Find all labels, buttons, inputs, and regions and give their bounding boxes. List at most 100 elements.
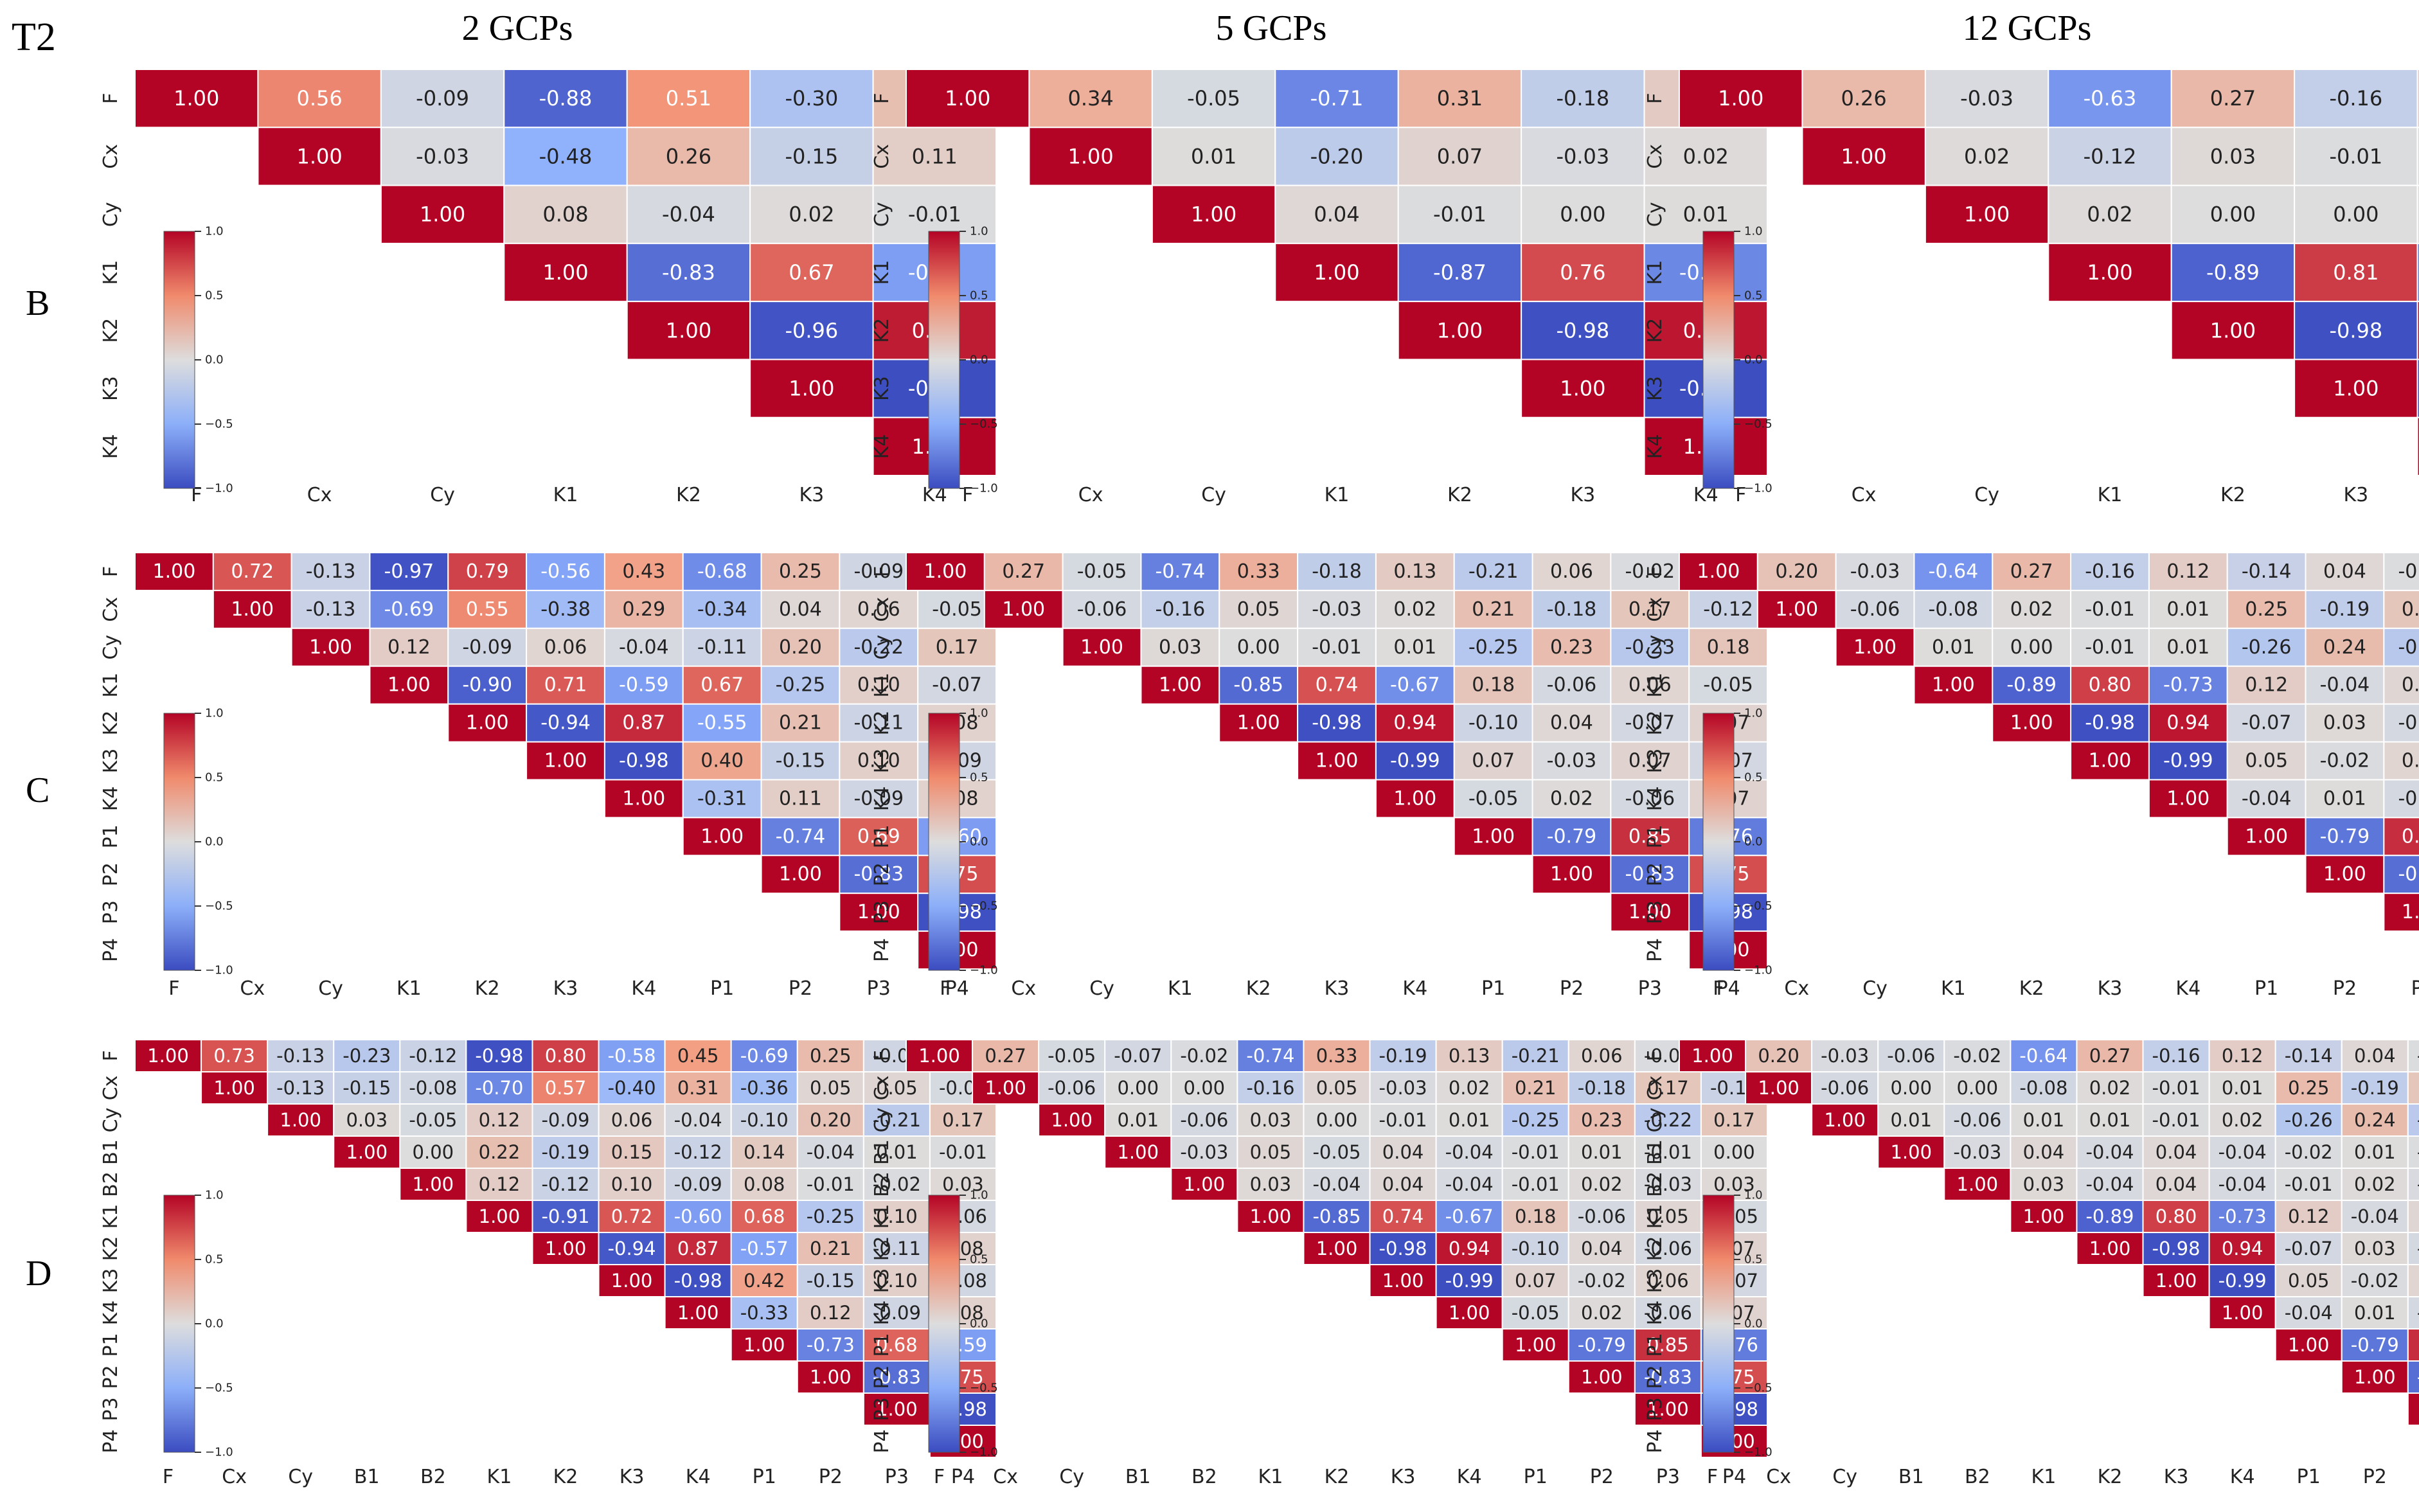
heatmap-cell: [1170, 1071, 1238, 1105]
x-tick-label: Cx: [1766, 1466, 1791, 1488]
y-tick-label: K3: [1644, 376, 1666, 401]
cell-value-label: -0.73: [2218, 1205, 2267, 1227]
x-tick-label: Cy: [1089, 977, 1114, 1000]
y-tick-label: K4: [1644, 1301, 1666, 1326]
cell-value-label: -0.07: [932, 674, 982, 697]
cell-value-label: -0.16: [2329, 86, 2382, 111]
cell-value-label: -0.31: [697, 787, 747, 810]
cell-value-label: 1.00: [701, 825, 744, 848]
heatmap-cell: [929, 1135, 997, 1169]
x-tick-label: K1: [397, 977, 422, 1000]
cell-value-label: 0.07: [1515, 1270, 1557, 1292]
heatmap-cell: [369, 665, 449, 705]
colorbar-tick-label: −0.5: [970, 1382, 998, 1395]
cell-value-label: 1.00: [1629, 901, 1672, 923]
cell-value-label: 0.94: [1393, 712, 1436, 734]
cell-value-label: 0.67: [701, 674, 744, 697]
heatmap-cell: [380, 127, 505, 186]
cell-value-label: -0.59: [619, 674, 669, 697]
x-tick-label: K1: [2031, 1466, 2057, 1488]
heatmap-cell: [1531, 627, 1612, 667]
heatmap-cell: [257, 127, 382, 186]
cell-value-label: 0.00: [1560, 202, 1605, 227]
y-tick-label: P3: [100, 900, 122, 924]
cell-value-label: -0.18: [1578, 1077, 1626, 1099]
y-tick-label: F: [100, 93, 122, 104]
x-tick-label: Cy: [1974, 484, 1999, 506]
cell-value-label: 1.00: [1191, 202, 1236, 227]
heatmap-cell: [2142, 1168, 2210, 1201]
cell-value-label: -0.99: [2163, 750, 2213, 772]
cell-value-label: -0.19: [2320, 598, 2370, 621]
cell-value-label: -0.05: [409, 1109, 457, 1131]
heatmap-cell: [2341, 1168, 2409, 1201]
x-tick-label: K2: [553, 1466, 578, 1488]
cell-value-label: 0.51: [666, 86, 711, 111]
heatmap-cell: [1303, 1103, 1371, 1137]
y-tick-label: Cx: [871, 1076, 893, 1101]
cell-value-label: -0.98: [619, 750, 669, 772]
heatmap-cell: [1913, 589, 1994, 629]
cell-value-label: -0.01: [2329, 144, 2382, 168]
y-tick-label: P3: [100, 1397, 122, 1421]
cell-value-label: -0.79: [1578, 1334, 1626, 1356]
heatmap-cell: [1567, 1264, 1636, 1297]
cell-value-label: -0.36: [740, 1077, 789, 1099]
figure-label: T2: [12, 15, 56, 59]
colorbar-tick-label: 0.0: [205, 835, 224, 849]
cell-value-label: -0.02: [1180, 1045, 1228, 1067]
heatmap-cell: [2170, 242, 2296, 303]
cell-value-label: -0.03: [1960, 86, 2013, 111]
cell-value-label: 0.21: [1515, 1077, 1557, 1099]
cell-value-label: 0.03: [346, 1109, 388, 1131]
heatmap-cell: [796, 1296, 864, 1330]
heatmap-cell: [796, 1071, 864, 1105]
cell-value-label: -0.06: [1644, 1238, 1692, 1259]
colorbar-tick-label: 1.0: [970, 707, 988, 720]
heatmap-cell: [526, 665, 605, 705]
y-tick-label: K2: [871, 711, 893, 736]
heatmap-cell: [730, 1328, 798, 1362]
y-tick-label: P1: [100, 824, 122, 848]
cell-value-label: -0.79: [2351, 1334, 2399, 1356]
heatmap-cell: [1435, 1135, 1503, 1169]
x-tick-label: F: [1713, 977, 1724, 1000]
cell-value-label: 1.00: [1314, 260, 1359, 285]
y-tick-label: K2: [1644, 1236, 1666, 1261]
y-tick-label: P2: [100, 862, 122, 886]
y-tick-label: K4: [871, 787, 893, 812]
cell-value-label: 1.00: [924, 560, 967, 583]
cell-value-label: 0.31: [677, 1077, 719, 1099]
heatmap-cell: [1521, 301, 1645, 360]
y-tick-label: P1: [100, 1333, 122, 1356]
cell-value-label: -0.13: [276, 1045, 325, 1067]
x-tick-label: K4: [2175, 977, 2200, 1000]
heatmap-cell: [1567, 1071, 1636, 1105]
cell-value-label: 1.00: [297, 144, 343, 168]
heatmap-cell: [1435, 1071, 1503, 1105]
x-tick-label: K4: [1457, 1466, 1482, 1488]
y-tick-label: Cx: [871, 144, 893, 169]
cell-value-label: -0.98: [1556, 318, 1609, 342]
y-tick-label: P3: [871, 1397, 893, 1421]
cell-value-label: 1.00: [2210, 318, 2256, 342]
cell-value-label: -0.19: [1379, 1045, 1427, 1067]
cell-value-label: 0.18: [1515, 1205, 1557, 1227]
y-tick-label: Cy: [1644, 1108, 1666, 1133]
cell-value-label: 0.12: [388, 636, 431, 659]
heatmap-cell: [531, 1071, 600, 1105]
heatmap-cell: [2148, 741, 2228, 781]
heatmap-cell: [730, 1232, 798, 1265]
cell-value-label: 0.01: [2166, 598, 2209, 621]
heatmap-cell: [2407, 1296, 2419, 1330]
y-tick-label: P1: [871, 824, 893, 848]
heatmap-cell: [1610, 552, 1690, 591]
cell-value-label: -0.83: [662, 260, 715, 285]
cell-value-label: 0.25: [2288, 1077, 2330, 1099]
cell-value-label: 0.05: [1250, 1141, 1292, 1163]
heatmap-cell: [796, 1360, 864, 1394]
cell-value-label: -0.85: [1233, 674, 1283, 697]
cell-value-label: -0.26: [2242, 636, 2292, 659]
x-tick-label: B2: [420, 1466, 446, 1488]
cell-value-label: 1.00: [346, 1141, 388, 1163]
